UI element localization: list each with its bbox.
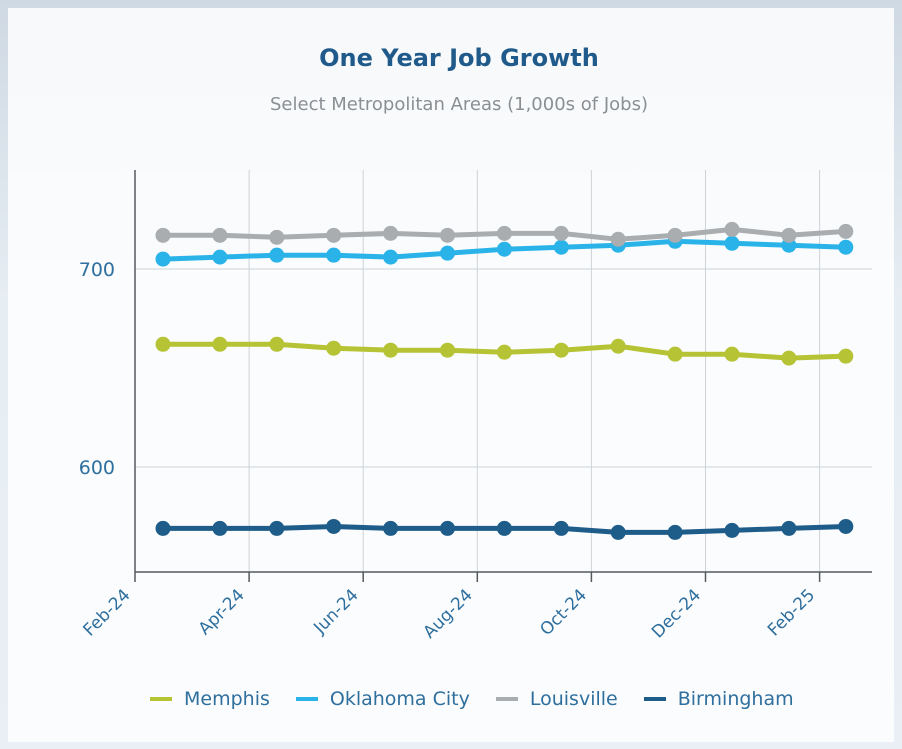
data-point [667,227,683,243]
data-point [383,225,399,241]
data-point [440,245,455,261]
data-point [781,350,797,366]
data-point [326,518,342,534]
data-point [496,520,512,536]
data-point [724,221,740,237]
data-point [610,524,626,540]
data-point [440,342,455,358]
data-point [212,227,228,243]
x-tick-label: Jun-24 [309,585,362,638]
x-tick-label: Oct-24 [536,585,591,640]
legend-item: Louisville [495,688,618,710]
x-tick-label: Dec-24 [648,585,705,642]
legend-item: Oklahoma City [295,688,470,710]
data-point [383,249,399,265]
data-point [553,225,569,241]
data-point [326,340,342,356]
data-point [155,251,171,267]
data-point [838,223,854,239]
data-point [269,229,285,245]
data-point [496,344,512,360]
legend-item: Birmingham [643,688,794,710]
data-point [610,231,626,247]
legend-item: Memphis [150,688,270,710]
chart-legend: Memphis Oklahoma City Louisville Birmingham [150,688,820,710]
chart-card [8,8,894,742]
data-point [610,338,626,354]
data-point [781,227,797,243]
legend-label: Oklahoma City [329,688,470,710]
data-point [155,227,171,243]
data-point [724,346,740,362]
chart-title: One Year Job Growth [319,44,599,72]
data-point [724,522,740,538]
data-point [781,520,797,536]
data-point [553,239,569,255]
data-point [838,239,854,255]
data-point [155,336,171,352]
data-point [269,336,285,352]
legend-label: Memphis [184,688,270,710]
data-point [667,524,683,540]
data-point [553,342,569,358]
legend-swatch [150,697,172,701]
data-point [269,520,285,536]
data-point [212,249,228,265]
legend-swatch [295,697,318,701]
data-point [212,336,228,352]
legend-swatch [495,697,518,701]
data-point [326,227,342,243]
data-point [269,247,285,263]
x-tick-label: Aug-24 [420,585,477,642]
legend-swatch [643,697,666,701]
x-tick-label: Apr-24 [195,585,249,639]
data-point [440,227,455,243]
data-point [838,518,854,534]
data-point [496,241,512,257]
data-point [383,520,399,536]
data-point [496,225,512,241]
data-point [326,247,342,263]
y-tick-label: 600 [79,457,115,479]
data-point [212,520,228,536]
x-tick-label: Feb-25 [764,585,819,640]
chart-subtitle: Select Metropolitan Areas (1,000s of Job… [270,94,648,115]
data-point [724,235,740,251]
x-tick-label: Feb-24 [79,585,134,640]
data-point [383,342,399,358]
y-tick-label: 700 [79,259,115,281]
data-point [155,520,171,536]
legend-label: Louisville [529,688,618,710]
data-point [440,520,455,536]
data-point [667,346,683,362]
data-point [553,520,569,536]
data-point [838,348,854,364]
legend-label: Birmingham [677,688,794,710]
